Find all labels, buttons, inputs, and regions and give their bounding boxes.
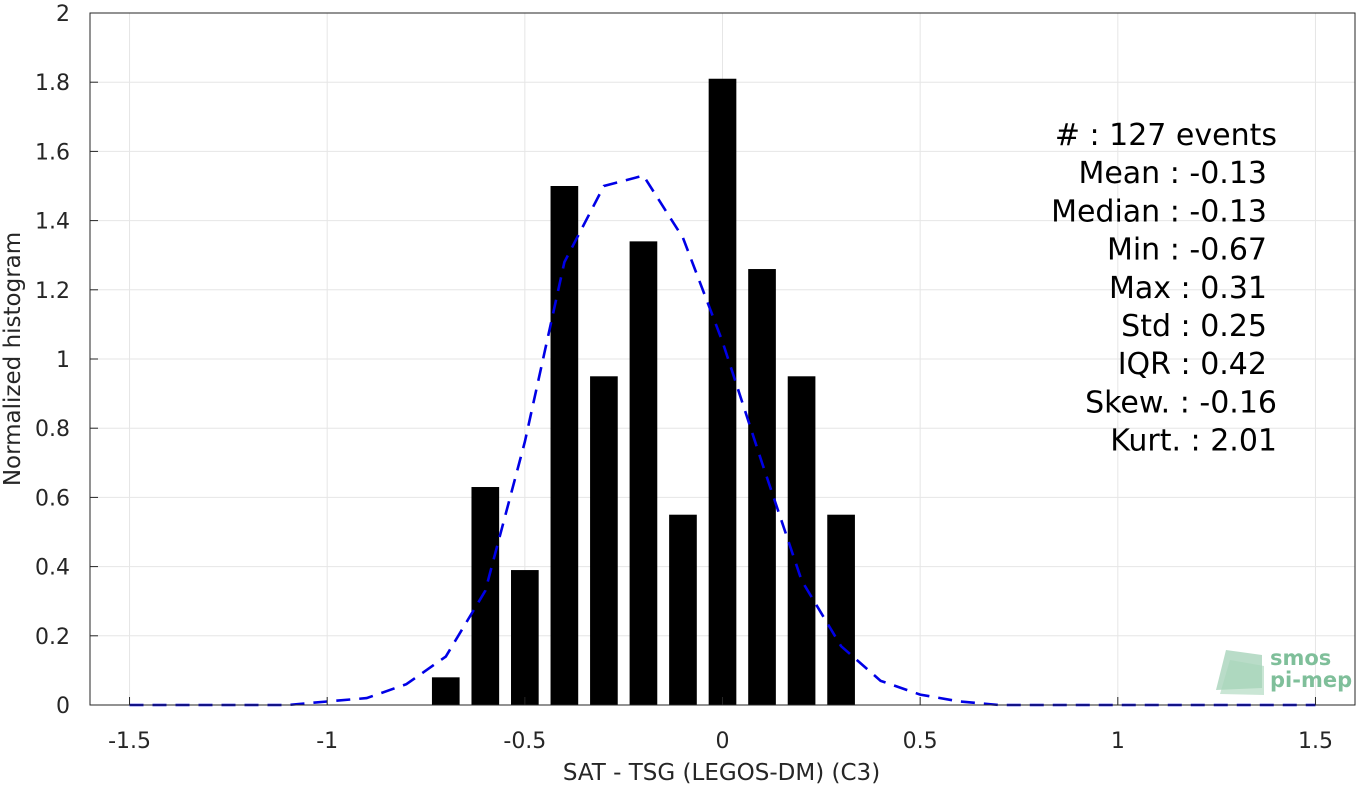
logo-wave-icon-layer <box>1220 660 1264 695</box>
histogram-bars <box>431 78 855 706</box>
histogram-bar <box>511 570 539 705</box>
stats-line: Mean : -0.13 <box>1078 156 1267 191</box>
stats-line: Kurt. : 2.01 <box>1110 424 1277 459</box>
y-tick-label: 1 <box>56 348 70 373</box>
stats-line: IQR : 0.42 <box>1118 347 1267 382</box>
histogram-bar <box>708 78 737 706</box>
x-tick-label: -0.5 <box>503 729 546 754</box>
x-axis-ticks: -1.5 -1 -0.5 0 0.5 1 1.5 <box>108 697 1333 754</box>
x-tick-label: 0.5 <box>903 729 938 754</box>
y-tick-label: 1.4 <box>35 210 70 235</box>
histogram-bar <box>787 376 816 705</box>
histogram-bar <box>431 677 460 705</box>
x-tick-label: 0 <box>716 729 730 754</box>
x-tick-label: 1 <box>1111 729 1125 754</box>
x-tick-label: 1.5 <box>1298 729 1333 754</box>
y-tick-label: 1.6 <box>35 140 70 165</box>
x-axis-label: SAT - TSG (LEGOS-DM) (C3) <box>563 760 880 785</box>
logo-text-smos: smos <box>1270 646 1331 670</box>
smos-pimep-logo: smos pi-mep <box>1216 646 1352 695</box>
histogram-bar <box>629 241 658 706</box>
logo-text-pimep: pi-mep <box>1270 668 1352 692</box>
stats-line: # : 127 events <box>1055 118 1277 153</box>
y-tick-label: 2 <box>56 2 70 27</box>
y-axis-label: Normalized histogram <box>0 232 26 486</box>
y-tick-label: 0.4 <box>35 556 70 581</box>
y-tick-label: 0.2 <box>35 625 70 650</box>
histogram-bar <box>827 514 855 705</box>
histogram-bar <box>550 186 579 705</box>
histogram-bar <box>748 269 776 705</box>
stats-line: Std : 0.25 <box>1121 309 1267 344</box>
y-tick-label: 0 <box>56 694 70 719</box>
y-tick-label: 0.6 <box>35 486 70 511</box>
x-tick-label: -1 <box>316 729 338 754</box>
stats-line: Max : 0.31 <box>1109 271 1267 306</box>
y-tick-label: 0.8 <box>35 417 70 442</box>
histogram-bar <box>669 514 697 705</box>
histogram-bar <box>471 487 500 705</box>
histogram-bar <box>590 376 618 705</box>
stats-line: Min : -0.67 <box>1107 233 1267 268</box>
y-tick-label: 1.8 <box>35 71 70 96</box>
x-tick-label: -1.5 <box>108 729 151 754</box>
stats-line: Median : -0.13 <box>1051 194 1267 229</box>
y-axis-ticks: 0 0.2 0.4 0.6 0.8 1 1.2 1.4 1.6 1.8 2 <box>35 2 98 719</box>
stats-line: Skew. : -0.16 <box>1085 385 1277 420</box>
y-tick-label: 1.2 <box>35 279 70 304</box>
